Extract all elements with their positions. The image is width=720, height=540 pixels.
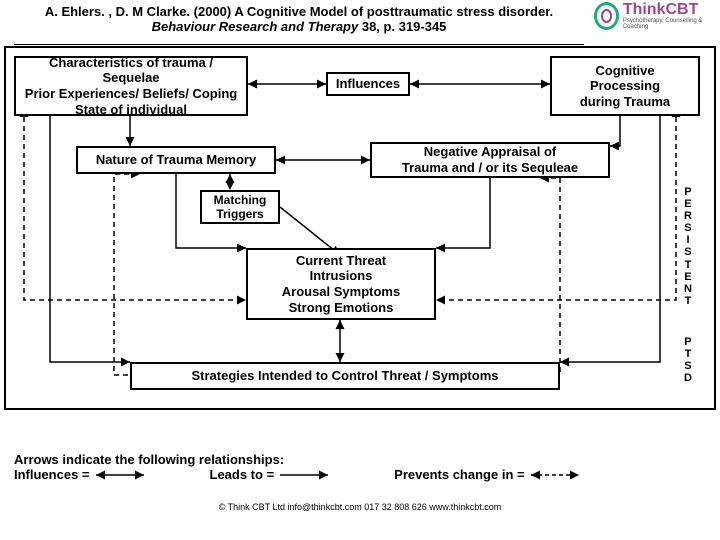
legend-item: Leads to =	[210, 467, 335, 482]
box-cognitive: CognitiveProcessingduring Trauma	[550, 56, 700, 116]
box-threat: Current ThreatIntrusionsArousal Symptoms…	[246, 248, 436, 320]
legend-item: Prevents change in =	[394, 467, 584, 482]
brand-logo: ThinkCBT Psychotherapy, Counselling & Co…	[594, 2, 714, 30]
box-matching: MatchingTriggers	[200, 190, 280, 224]
logo-icon	[594, 2, 619, 30]
citation-authors: A. Ehlers. , D. M Clarke. (2000) A Cogni…	[14, 4, 584, 19]
citation-journal: Behaviour Research and Therapy	[152, 19, 359, 34]
side-persistent: P E R S I S T E N T	[684, 186, 692, 307]
legend-heading: Arrows indicate the following relationsh…	[14, 452, 645, 467]
box-strategies: Strategies Intended to Control Threat / …	[130, 362, 560, 390]
box-influences: Influences	[326, 72, 410, 96]
legend-item: Influences =	[14, 467, 150, 482]
box-nature: Nature of Trauma Memory	[76, 146, 276, 174]
citation-pages: 38, p. 319-345	[358, 19, 446, 34]
box-characteristics: Characteristics of trauma / SequelaePrio…	[14, 56, 248, 116]
citation: A. Ehlers. , D. M Clarke. (2000) A Cogni…	[14, 4, 584, 34]
logo-name: ThinkCBT	[623, 2, 714, 18]
footer: © Think CBT Ltd info@thinkcbt.com 017 32…	[0, 502, 720, 512]
box-negative: Negative Appraisal ofTrauma and / or its…	[370, 142, 610, 178]
citation-rule	[14, 44, 584, 45]
side-ptsd: P T S D	[684, 336, 692, 384]
legend: Arrows indicate the following relationsh…	[14, 452, 645, 482]
logo-tagline: Psychotherapy, Counselling & Coaching	[623, 18, 714, 30]
